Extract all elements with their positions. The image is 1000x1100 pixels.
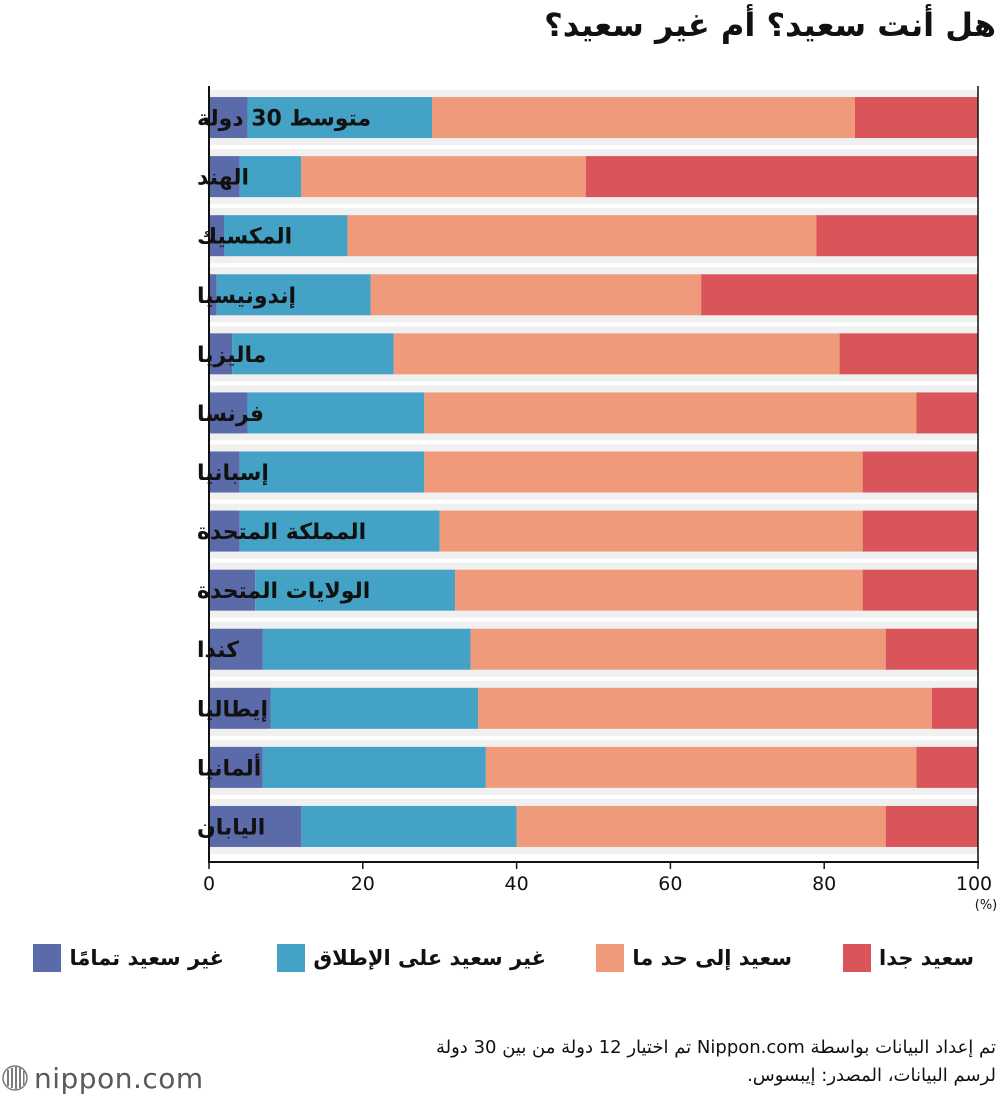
x-tick-label: 60 — [658, 873, 682, 895]
legend-label-rather-happy: سعيد إلى حد ما — [632, 946, 792, 970]
bar-segment-not-very-happy — [247, 392, 425, 434]
bar-segment-rather-happy — [301, 156, 586, 198]
bar-segment-rather-happy — [347, 215, 817, 257]
category-label: ماليزيا — [197, 343, 266, 368]
bar-segment-completely-unhappy — [209, 746, 263, 788]
category-label: متوسط 30 دولة — [197, 107, 371, 132]
bar-segment-not-very-happy — [262, 628, 471, 670]
legend-swatch-very-happy — [843, 944, 872, 972]
category-label: إيطاليا — [197, 697, 268, 722]
bar-segment-rather-happy — [424, 392, 917, 434]
legend: سعيد جدا سعيد إلى حد ما غير سعيد على الإ… — [0, 938, 1000, 978]
x-tick-label: 20 — [351, 873, 375, 895]
x-unit-label: (%) — [975, 898, 998, 913]
bar-segment-rather-happy — [455, 569, 863, 611]
bar-segment-rather-happy — [424, 451, 863, 493]
category-label: المكسيك — [197, 225, 292, 250]
logo-text: nippon.com — [34, 1061, 204, 1095]
legend-label-very-happy: سعيد جدا — [879, 946, 974, 970]
legend-item-not-very-happy: غير سعيد على الإطلاق — [277, 938, 546, 978]
bar-segment-rather-happy — [470, 628, 886, 670]
bar-segment-very-happy — [916, 392, 978, 434]
bar-segment-not-very-happy — [224, 215, 348, 257]
bar-segment-not-very-happy — [262, 746, 486, 788]
bar-segment-not-very-happy — [232, 333, 394, 375]
category-label: الهند — [197, 166, 249, 191]
footnote-line-2: لرسم البيانات، المصدر: إيبسوس. — [747, 1065, 996, 1086]
bar-segment-rather-happy — [432, 97, 855, 139]
bar-segment-completely-unhappy — [209, 451, 240, 493]
bar-segment-very-happy — [862, 451, 978, 493]
bar-segment-very-happy — [816, 215, 978, 257]
bar-segment-completely-unhappy — [209, 392, 248, 434]
bar-segment-not-very-happy — [255, 569, 456, 611]
legend-swatch-rather-happy — [596, 944, 625, 972]
bar-segment-very-happy — [862, 569, 978, 611]
x-tick-label: 0 — [203, 873, 215, 895]
legend-item-very-happy: سعيد جدا — [843, 938, 974, 978]
bar-segment-very-happy — [854, 97, 978, 139]
bar-segment-completely-unhappy — [209, 333, 233, 375]
category-label: إندونيسيا — [197, 284, 296, 309]
bar-segment-rather-happy — [516, 805, 886, 847]
category-label: اليابان — [197, 815, 265, 840]
bar-segment-completely-unhappy — [209, 628, 263, 670]
chart-title: هل أنت سعيد؟ أم غير سعيد؟ — [544, 6, 996, 44]
legend-label-not-very-happy: غير سعيد على الإطلاق — [313, 946, 546, 970]
bar-segment-very-happy — [916, 746, 978, 788]
bar-segment-completely-unhappy — [209, 97, 248, 139]
bar-segment-very-happy — [585, 156, 978, 198]
bar-segment-very-happy — [885, 805, 978, 847]
bar-segment-not-very-happy — [216, 274, 371, 316]
bar-segment-rather-happy — [439, 510, 863, 552]
bar-segment-completely-unhappy — [209, 156, 240, 198]
bar-segment-completely-unhappy — [209, 687, 271, 729]
x-tick-label: 40 — [505, 873, 529, 895]
bar-segment-not-very-happy — [247, 97, 433, 139]
bar-segment-rather-happy — [370, 274, 702, 316]
bar-segment-not-very-happy — [239, 510, 440, 552]
legend-label-completely-unhappy: غير سعيد تمامًا — [69, 946, 224, 970]
legend-swatch-completely-unhappy — [33, 944, 62, 972]
bar-segment-completely-unhappy — [209, 510, 240, 552]
bar-segment-rather-happy — [485, 746, 917, 788]
legend-item-completely-unhappy: غير سعيد تمامًا — [33, 938, 224, 978]
bar-segment-very-happy — [839, 333, 978, 375]
x-tick-label: 80 — [812, 873, 836, 895]
category-label: الولايات المتحدة — [197, 579, 370, 604]
nippon-logo: nippon.com — [2, 1058, 204, 1098]
source-footnote: تم إعداد البيانات بواسطة Nippon.com تم ا… — [236, 1034, 996, 1090]
bar-segment-very-happy — [701, 274, 978, 316]
category-label: المملكة المتحدة — [197, 520, 366, 545]
bar-segment-completely-unhappy — [209, 569, 256, 611]
bar-segment-not-very-happy — [270, 687, 479, 729]
category-label: إسبانيا — [197, 461, 269, 486]
bar-segment-very-happy — [862, 510, 978, 552]
legend-item-rather-happy: سعيد إلى حد ما — [596, 938, 792, 978]
legend-swatch-not-very-happy — [277, 944, 306, 972]
bar-segment-not-very-happy — [239, 156, 302, 198]
bar-segment-completely-unhappy — [209, 215, 225, 257]
category-label: كندا — [197, 638, 239, 663]
bar-segment-very-happy — [885, 628, 978, 670]
category-label: فرنسا — [197, 402, 264, 427]
bar-segment-rather-happy — [393, 333, 840, 375]
bar-segment-completely-unhappy — [209, 805, 302, 847]
bar-segment-rather-happy — [478, 687, 932, 729]
footnote-line-1: تم إعداد البيانات بواسطة Nippon.com تم ا… — [435, 1037, 996, 1058]
bar-segment-not-very-happy — [239, 451, 425, 493]
category-label: ألمانيا — [197, 752, 261, 781]
stacked-bar-chart: متوسط 30 دولة الهند المكسيك إندونيسيا ماليزي… — [197, 86, 998, 913]
bar-segment-completely-unhappy — [209, 274, 217, 316]
bar-segment-very-happy — [931, 687, 978, 729]
x-tick-label: 100 — [956, 873, 992, 895]
nippon-logo-icon — [2, 1065, 28, 1091]
bar-segment-not-very-happy — [301, 805, 517, 847]
